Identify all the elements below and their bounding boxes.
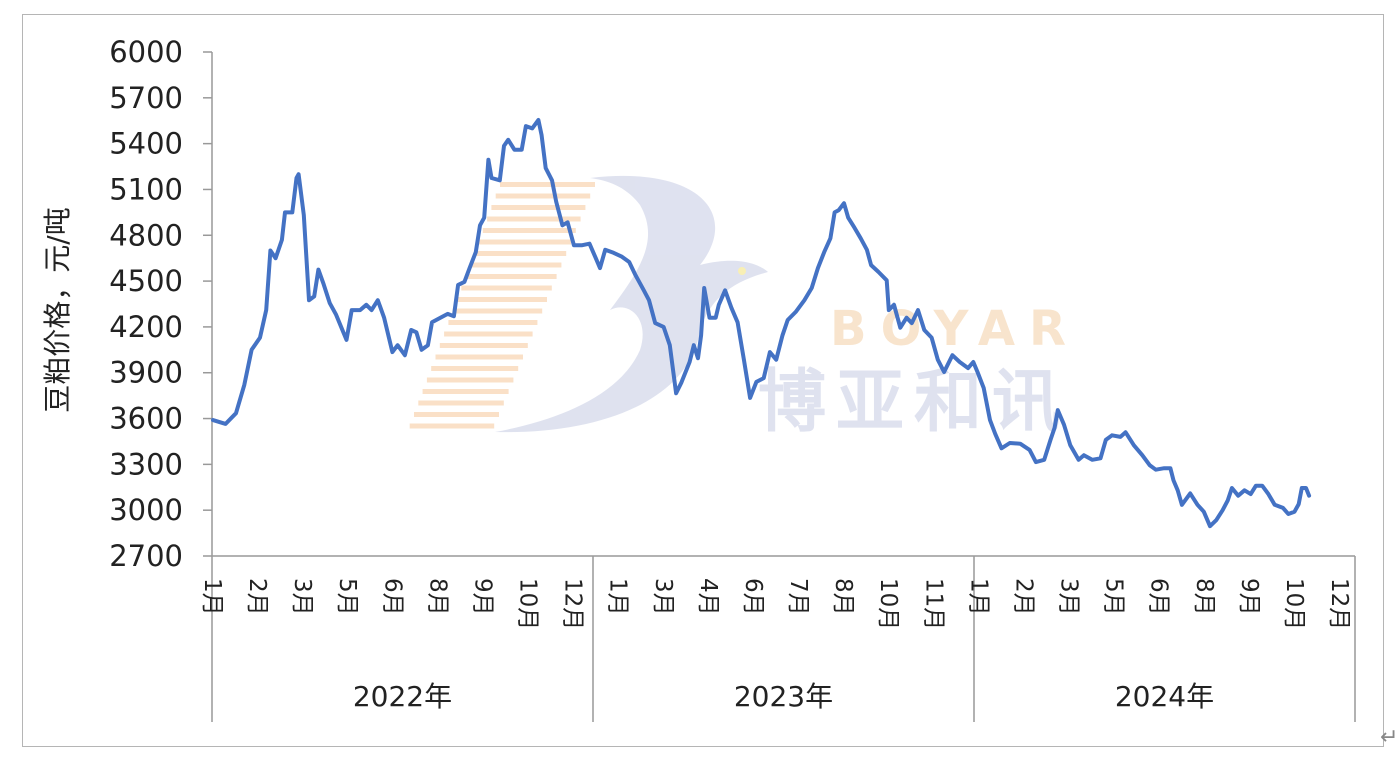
x-month-label: 6月 — [1146, 578, 1172, 616]
x-month-label: 12月 — [560, 578, 586, 630]
x-year-label: 2024年 — [1115, 680, 1214, 713]
watermark-stripe — [469, 262, 562, 268]
chart-frame — [22, 14, 1384, 747]
x-tick-labels: 1月 2月 3月 5月 6月 8月 9月 10月 12月 2022年 1月 3月 4月 6月 7月 8月 10月… — [199, 578, 1352, 713]
x-month-label: 6月 — [379, 578, 405, 616]
watermark-stripe — [435, 354, 523, 360]
watermark-stripe — [426, 377, 514, 383]
watermark-stripe — [409, 423, 495, 429]
y-tick-label: 6000 — [109, 35, 183, 69]
watermark-stripe — [448, 320, 538, 325]
boyar-watermark-logo: BOYAR 博亚和讯 — [409, 175, 1080, 442]
y-tick-label: 4800 — [109, 218, 183, 252]
y-tick-label: 5700 — [109, 81, 183, 115]
watermark-stripe — [478, 239, 571, 245]
x-month-label: 10月 — [1281, 578, 1307, 630]
x-month-label: 5月 — [1101, 578, 1127, 616]
y-tick-label: 5100 — [109, 172, 183, 206]
x-month-label: 10月 — [875, 578, 901, 630]
y-tick-label: 2700 — [109, 539, 183, 573]
axes — [203, 51, 1356, 722]
watermark-latin: BOYAR — [830, 301, 1080, 357]
watermark-stripe — [431, 366, 519, 371]
watermark-stripe — [457, 297, 547, 302]
watermark-stripe — [491, 205, 586, 210]
watermark-stripe — [439, 343, 528, 348]
x-month-label: 9月 — [1236, 578, 1262, 616]
x-month-label: 11月 — [920, 578, 946, 630]
x-month-label: 6月 — [740, 578, 766, 616]
x-month-label: 12月 — [1326, 578, 1352, 630]
x-month-label: 2月 — [244, 578, 270, 616]
watermark-stripe — [422, 389, 509, 394]
x-month-label: 10月 — [515, 578, 541, 630]
x-month-label: 4月 — [695, 578, 721, 616]
x-month-label: 1月 — [605, 578, 631, 616]
watermark-stripe — [482, 228, 576, 233]
y-tick-label: 4500 — [109, 264, 183, 298]
x-month-label: 9月 — [469, 578, 495, 616]
return-mark: ↵ — [1380, 725, 1399, 750]
x-month-label: 8月 — [424, 578, 450, 616]
watermark-stripe — [418, 400, 504, 406]
y-tick-label: 3300 — [109, 447, 183, 481]
watermark-stripe — [452, 308, 543, 314]
y-tick-label: 3000 — [109, 493, 183, 527]
watermark-stripe — [495, 193, 591, 199]
y-tick-labels: 2700 3000 3300 3600 3900 4200 4500 4800 5100 5400… — [109, 35, 183, 573]
x-month-label: 3月 — [650, 578, 676, 616]
x-month-label: 7月 — [785, 578, 811, 616]
x-month-label: 8月 — [1191, 578, 1217, 616]
watermark-stripe — [444, 331, 533, 337]
watermark-eye — [738, 267, 746, 275]
x-month-label: 5月 — [334, 578, 360, 616]
y-tick-label: 3900 — [109, 356, 183, 390]
series-group — [211, 118, 1312, 529]
y-tick-label: 5400 — [109, 127, 183, 161]
watermark-stripe — [487, 216, 581, 222]
x-month-label: 8月 — [830, 578, 856, 616]
x-month-label: 2月 — [1010, 578, 1036, 616]
watermark-stripe — [500, 182, 595, 187]
watermark-stripe — [474, 251, 567, 256]
watermark-stripe — [414, 412, 499, 417]
x-year-label: 2022年 — [353, 680, 452, 713]
y-tick-label: 3600 — [109, 402, 183, 436]
watermark-stripe — [465, 274, 557, 279]
y-tick-label: 4200 — [109, 310, 183, 344]
x-month-label: 1月 — [199, 578, 225, 616]
x-year-label: 2023年 — [734, 680, 833, 713]
x-month-label: 3月 — [1056, 578, 1082, 616]
watermark-chinese: 博亚和讯 — [758, 363, 1070, 442]
y-axis-label: 豆粕价格，元/吨 — [41, 207, 74, 412]
x-month-label: 3月 — [289, 578, 315, 616]
x-month-label: 1月 — [965, 578, 991, 616]
watermark-b-bird-shape — [495, 175, 768, 433]
watermark-stripe — [461, 285, 552, 291]
price-series-line — [211, 118, 1312, 529]
